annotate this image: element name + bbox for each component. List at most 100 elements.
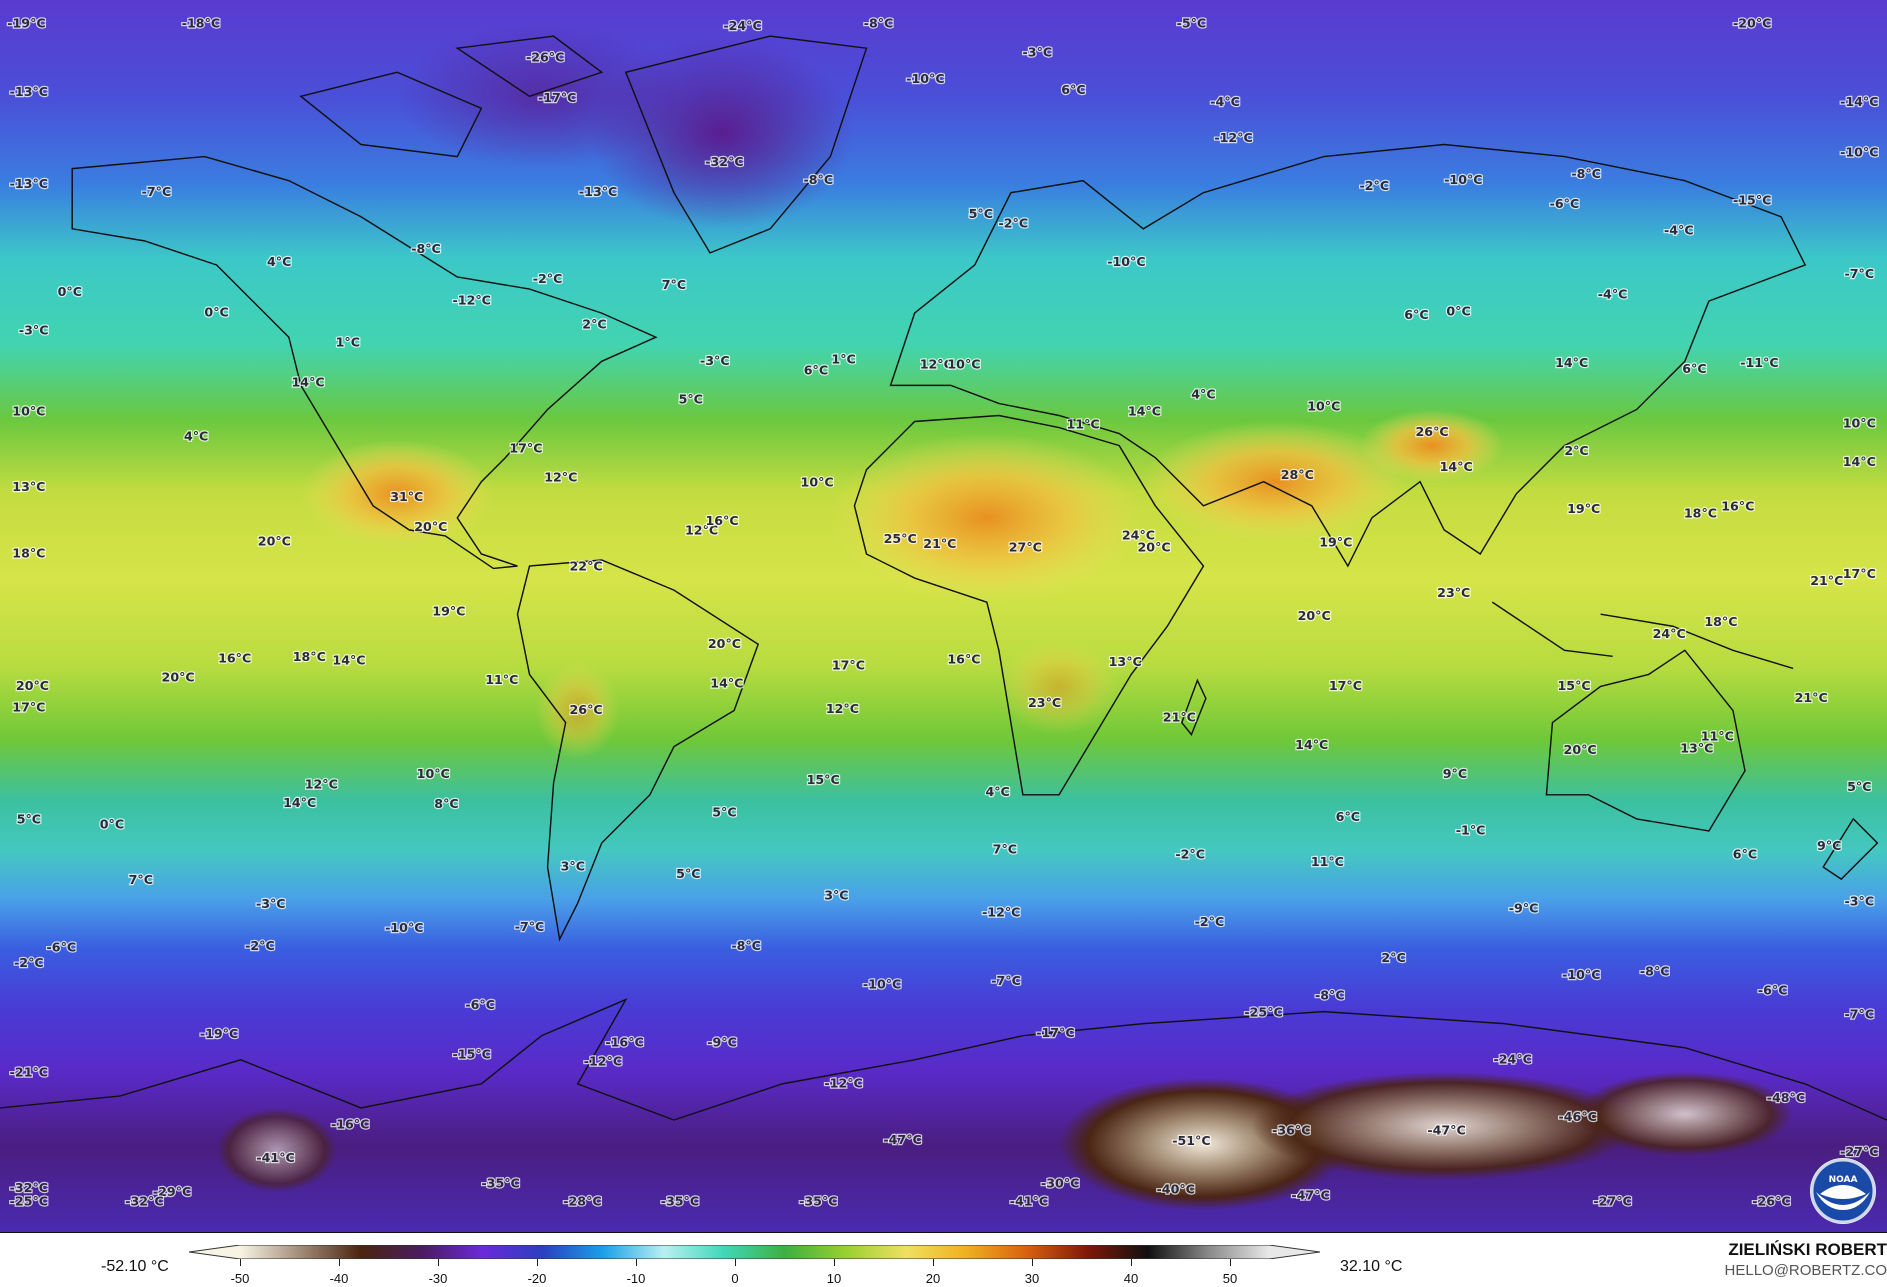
temperature-label: -7°C bbox=[1845, 1007, 1875, 1022]
antarctica-outline bbox=[0, 998, 1887, 1121]
colorbar-tick-label: -30 bbox=[428, 1271, 448, 1286]
temperature-label: -32°C bbox=[125, 1193, 163, 1208]
colorbar-tick bbox=[834, 1259, 835, 1266]
temperature-label: -2°C bbox=[14, 955, 44, 970]
temperature-label: -27°C bbox=[1593, 1193, 1631, 1208]
noaa-logo-text: NOAA bbox=[1829, 1175, 1858, 1185]
temperature-label: 14°C bbox=[283, 795, 316, 810]
temperature-label: 26°C bbox=[570, 702, 603, 717]
temperature-label: -30°C bbox=[1041, 1175, 1079, 1190]
colorbar-tick-label: 50 bbox=[1222, 1271, 1238, 1286]
australia-outline bbox=[1545, 649, 1746, 832]
temperature-label: -40°C bbox=[1157, 1181, 1195, 1196]
temperature-label: -10°C bbox=[1840, 144, 1878, 159]
greenland-outline bbox=[624, 35, 868, 254]
temperature-label: 12°C bbox=[544, 470, 577, 485]
temperature-label: -35°C bbox=[661, 1193, 699, 1208]
temperature-map: -19°C -18°C -24°C -8°C -5°C -20°C -26°C -3°C -13… bbox=[0, 0, 1887, 1233]
temperature-label: -29°C bbox=[153, 1184, 191, 1199]
temperature-label: 2°C bbox=[1564, 443, 1588, 458]
temperature-label: -10°C bbox=[385, 920, 423, 935]
temperature-label: 5°C bbox=[1847, 779, 1871, 794]
temperature-label: -9°C bbox=[1509, 901, 1539, 916]
temperature-label: -12°C bbox=[1214, 130, 1252, 145]
temperature-label: 13°C bbox=[12, 479, 45, 494]
temperature-label: 18°C bbox=[293, 649, 326, 664]
temperature-label: 7°C bbox=[662, 277, 686, 292]
temperature-label: 6°C bbox=[1061, 82, 1085, 97]
temperature-label: 6°C bbox=[804, 362, 828, 377]
temperature-label: 12°C bbox=[920, 356, 953, 371]
temperature-label: -3°C bbox=[700, 353, 730, 368]
temperature-label: -17°C bbox=[1036, 1025, 1074, 1040]
temperature-label: -16°C bbox=[605, 1034, 643, 1049]
temperature-label: -10°C bbox=[1107, 254, 1145, 269]
colorbar-tick bbox=[537, 1259, 538, 1266]
temperature-label: 6°C bbox=[1682, 361, 1706, 376]
temperature-label: 0°C bbox=[100, 816, 124, 831]
temperature-label: -18°C bbox=[182, 16, 220, 31]
africa-outline bbox=[853, 414, 1205, 796]
eurasia-outline bbox=[889, 143, 1807, 568]
author-name: ZIELIŃSKI ROBERT bbox=[1728, 1240, 1887, 1259]
temperature-label: -35°C bbox=[481, 1175, 519, 1190]
temperature-label: 5°C bbox=[17, 812, 41, 827]
temperature-label: -2°C bbox=[1175, 847, 1205, 862]
temperature-label: 4°C bbox=[184, 429, 208, 444]
temperature-label: 18°C bbox=[1684, 506, 1717, 521]
temperature-label: 15°C bbox=[807, 772, 840, 787]
temperature-label: 17°C bbox=[12, 700, 45, 715]
temperature-label: -24°C bbox=[723, 18, 761, 33]
temperature-label: 20°C bbox=[16, 678, 49, 693]
temperature-label: -8°C bbox=[1640, 963, 1670, 978]
temperature-label: -25°C bbox=[10, 1193, 48, 1208]
temperature-label: 14°C bbox=[1440, 459, 1473, 474]
temperature-label: 19°C bbox=[432, 603, 465, 618]
temperature-label: 21°C bbox=[1163, 709, 1196, 724]
temperature-label: 3°C bbox=[561, 859, 585, 874]
colorbar-tick bbox=[339, 1259, 340, 1266]
temperature-label: 9°C bbox=[1443, 766, 1467, 781]
temperature-label: 5°C bbox=[679, 391, 703, 406]
temperature-label: 31°C bbox=[390, 489, 423, 504]
temperature-label: -3°C bbox=[1845, 894, 1875, 909]
temperature-label: -7°C bbox=[1845, 266, 1875, 281]
colorbar-tick-label: 20 bbox=[925, 1271, 941, 1286]
temperature-label: -4°C bbox=[1664, 223, 1694, 238]
temperature-label: 6°C bbox=[1336, 809, 1360, 824]
temperature-label: 23°C bbox=[1028, 695, 1061, 710]
temperature-label: -8°C bbox=[411, 241, 441, 256]
temperature-label: -6°C bbox=[465, 997, 495, 1012]
temperature-label: 20°C bbox=[162, 670, 195, 685]
temperature-label: 4°C bbox=[267, 254, 291, 269]
madagascar-outline bbox=[1180, 678, 1207, 737]
legend-max-value: 32.10 °C bbox=[1340, 1258, 1403, 1275]
new-zealand-outline bbox=[1822, 817, 1879, 881]
temperature-label: 20°C bbox=[1564, 742, 1597, 757]
temperature-label: -41°C bbox=[1010, 1193, 1048, 1208]
temperature-label: 18°C bbox=[1704, 614, 1737, 629]
temperature-label: -32°C bbox=[705, 154, 743, 169]
colorbar-tick-label: 30 bbox=[1024, 1271, 1040, 1286]
temperature-label: 12°C bbox=[305, 777, 338, 792]
temperature-label: 17°C bbox=[509, 441, 542, 456]
temperature-label: 0°C bbox=[58, 284, 82, 299]
temperature-label: 24°C bbox=[1122, 527, 1155, 542]
temperature-label: 14°C bbox=[1128, 403, 1161, 418]
temperature-label: -12°C bbox=[824, 1075, 862, 1090]
temperature-label: 6°C bbox=[1404, 307, 1428, 322]
colorbar-tick bbox=[636, 1259, 637, 1266]
temperature-label: 21°C bbox=[1795, 690, 1828, 705]
colorbar-tick-label: 10 bbox=[826, 1271, 842, 1286]
temperature-label: -2°C bbox=[999, 215, 1029, 230]
noaa-logo-graphic: NOAA bbox=[1810, 1158, 1876, 1224]
colorbar-tick-label: -20 bbox=[527, 1271, 547, 1286]
colorbar-tick-label: 0 bbox=[731, 1271, 739, 1286]
temperature-label: -2°C bbox=[245, 938, 275, 953]
temperature-label: -9°C bbox=[707, 1034, 737, 1049]
temperature-label: -19°C bbox=[7, 16, 45, 31]
temperature-labels: -19°C -18°C -24°C -8°C -5°C -20°C -26°C -3°C -13… bbox=[6, 14, 1880, 1209]
temperature-label: -21°C bbox=[10, 1065, 48, 1080]
temperature-label: 10°C bbox=[12, 403, 45, 418]
temperature-label: 21°C bbox=[1810, 573, 1843, 588]
